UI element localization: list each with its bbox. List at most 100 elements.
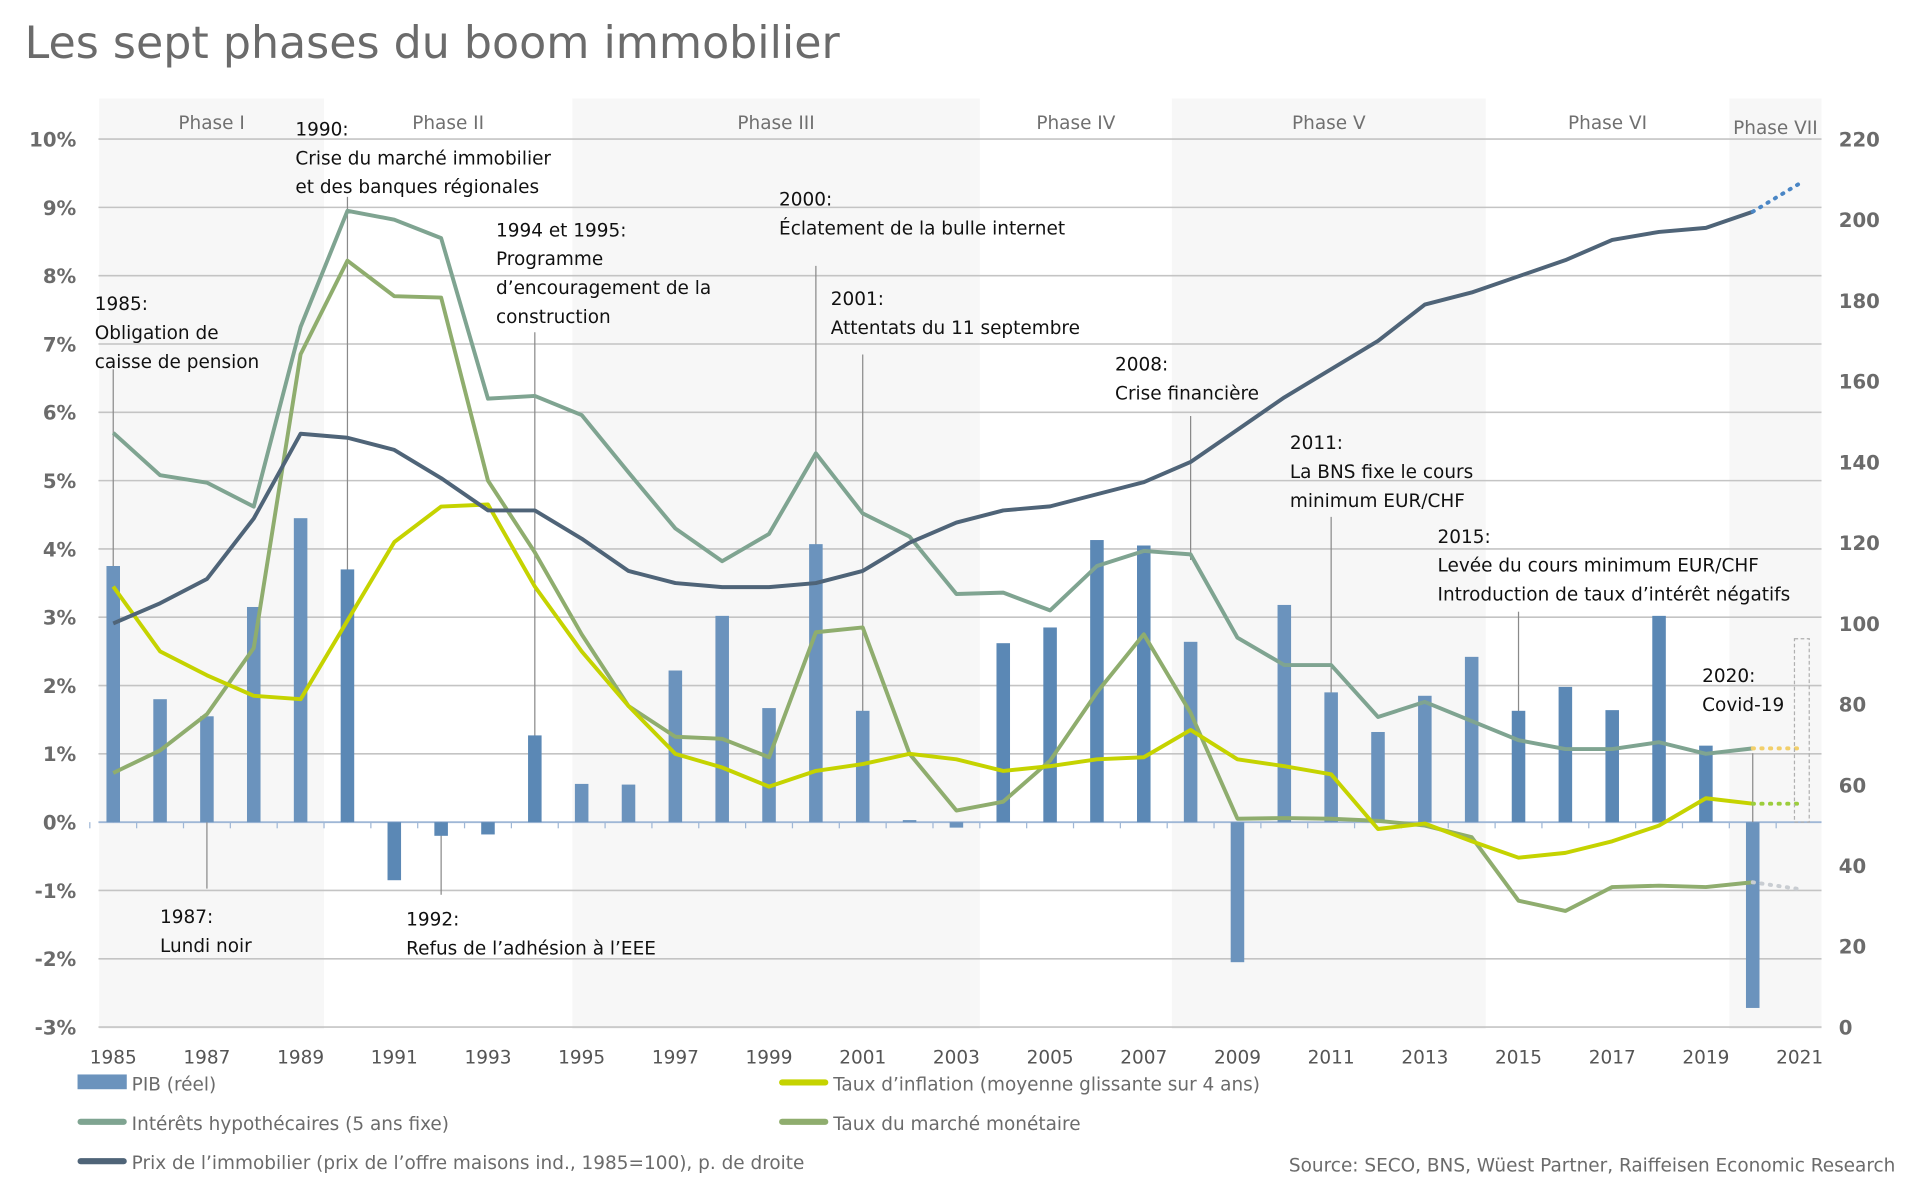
annotation-text: d’encouragement de la xyxy=(496,278,711,299)
legend-swatch xyxy=(77,1118,127,1125)
annotation-text: Éclatement de la bulle internet xyxy=(779,217,1065,239)
annotation-text: caisse de pension xyxy=(95,352,259,373)
annotation-year: 1994 et 1995: xyxy=(496,220,626,241)
x-tick-label: 1987 xyxy=(183,1047,230,1068)
bar-gdp-2015 xyxy=(1511,710,1526,823)
y-right-tick: 40 xyxy=(1839,855,1866,878)
x-tick-label: 2003 xyxy=(933,1047,980,1068)
x-tick-label: 1989 xyxy=(277,1047,324,1068)
annotation-text: Crise du marché immobilier xyxy=(295,148,551,169)
bar-gdp-2017 xyxy=(1605,710,1619,823)
legend-item: Taux du marché monétaire xyxy=(779,1114,1081,1135)
y-right-tick: 60 xyxy=(1839,774,1866,797)
bar-gdp-1992 xyxy=(434,822,448,836)
x-tick-label: 2011 xyxy=(1308,1047,1355,1068)
annotation-text: et des banques régionales xyxy=(295,177,539,198)
legend-item: Prix de l’immobilier (prix de l’offre ma… xyxy=(77,1153,805,1174)
y-right-tick: 160 xyxy=(1839,371,1880,394)
phase-label: Phase VII xyxy=(1733,118,1817,139)
phase-label: Phase I xyxy=(178,113,244,134)
annotation-year: 1987: xyxy=(160,907,213,928)
bar-gdp-2020 xyxy=(1745,822,1760,1008)
x-tick-label: 1993 xyxy=(464,1047,511,1068)
annotation-text: Lundi noir xyxy=(160,936,252,957)
phase-label: Phase VI xyxy=(1568,113,1647,134)
forecast-house-price xyxy=(1750,181,1802,214)
legend-label: Taux du marché monétaire xyxy=(832,1114,1080,1135)
bar-gdp-2000 xyxy=(809,544,823,823)
annotation-year: 1985: xyxy=(95,294,148,315)
annotation-2011: 2011: La BNS fixe le cours minimum EUR/CHF xyxy=(1290,433,1473,512)
annotation-1990: 1990: Crise du marché immobilier et des ba… xyxy=(295,119,551,198)
annotation-text: Refus de l’adhésion à l’EEE xyxy=(406,938,656,959)
annotation-2008: 2008: Crise financière xyxy=(1115,354,1259,404)
y-left-tick: 4% xyxy=(43,538,77,561)
bar-gdp-1994 xyxy=(528,735,542,823)
phase-label: Phase IV xyxy=(1036,113,1115,134)
y-left-tick: -2% xyxy=(35,948,77,971)
gridlines xyxy=(89,138,1822,1028)
phase-label: Phase III xyxy=(737,113,814,134)
x-tick-label: 2017 xyxy=(1589,1047,1636,1068)
phase-label: Phase II xyxy=(412,113,484,134)
bar-gdp-2009 xyxy=(1230,822,1245,963)
bar-gdp-2016 xyxy=(1558,686,1573,823)
y-left-tick: 3% xyxy=(43,607,77,630)
bar-gdp-2004 xyxy=(996,643,1011,823)
x-tick-label: 1997 xyxy=(652,1047,699,1068)
bar-gdp-2012 xyxy=(1371,731,1385,823)
legend-item: Taux d’inflation (moyenne glissante sur … xyxy=(779,1074,1260,1095)
phase-band xyxy=(99,98,325,1029)
chart-title: Les sept phases du boom immobilier xyxy=(25,18,841,69)
bar-gdp-1997 xyxy=(668,670,683,823)
legend-label: Prix de l’immobilier (prix de l’offre ma… xyxy=(132,1153,805,1174)
legend-label: Intérêts hypothécaires (5 ans fixe) xyxy=(132,1114,449,1135)
legend-item: Intérêts hypothécaires (5 ans fixe) xyxy=(77,1114,449,1135)
y-right-tick: 180 xyxy=(1839,290,1880,313)
forecast-bar-outline xyxy=(1793,638,1810,823)
y-left-tick: 9% xyxy=(43,197,77,220)
bar-gdp-2006 xyxy=(1090,540,1104,823)
annotation-1992: 1992: Refus de l’adhésion à l’EEE xyxy=(406,910,656,960)
x-tick-label: 1991 xyxy=(371,1047,418,1068)
bar-gdp-2019 xyxy=(1699,745,1713,823)
y-left-tick: 1% xyxy=(43,743,77,766)
y-right-tick: 140 xyxy=(1839,451,1880,474)
y-left-tick: 8% xyxy=(43,265,77,288)
y-left-tick: 5% xyxy=(43,470,77,493)
gdp-bars xyxy=(106,518,1760,1008)
bar-gdp-2018 xyxy=(1652,615,1666,823)
annotation-2000: 2000: Éclatement de la bulle internet xyxy=(779,190,1065,240)
series-lines xyxy=(111,181,1810,913)
bar-gdp-2010 xyxy=(1277,604,1292,823)
annotation-text: La BNS fixe le cours xyxy=(1290,462,1473,483)
line-inflation xyxy=(111,502,1753,860)
phase-label: Phase V xyxy=(1292,113,1366,134)
bar-gdp-2005 xyxy=(1043,627,1057,823)
y-left-tick: 0% xyxy=(43,812,77,835)
bar-gdp-1985 xyxy=(106,566,120,823)
annotation-1985: 1985: Obligation de caisse de pension xyxy=(95,294,259,373)
annotation-text: construction xyxy=(496,307,611,328)
annotation-text: Attentats du 11 septembre xyxy=(831,318,1080,339)
x-tick-label: 2009 xyxy=(1214,1047,1261,1068)
bar-gdp-1991 xyxy=(387,822,402,881)
bar-gdp-2014 xyxy=(1464,656,1479,823)
annotation-2015: 2015: Levée du cours minimum EUR/CHF Intro… xyxy=(1438,527,1791,606)
line-money-market-rate xyxy=(112,258,1753,913)
x-tick-label: 2007 xyxy=(1120,1047,1167,1068)
y-right-tick: 80 xyxy=(1839,694,1866,717)
bar-gdp-1998 xyxy=(715,615,729,823)
legend-label: PIB (réel) xyxy=(132,1074,217,1095)
forecast-money-market-rate xyxy=(1750,880,1802,892)
legend-swatch xyxy=(77,1158,127,1165)
bar-gdp-1993 xyxy=(481,822,495,835)
y-left-tick: -3% xyxy=(35,1016,77,1039)
bar-gdp-2002 xyxy=(902,820,917,823)
source-note: Source: SECO, BNS, Wüest Partner, Raiffe… xyxy=(1289,1156,1895,1177)
y-right-tick: 100 xyxy=(1839,613,1880,636)
y-right-tick: 0 xyxy=(1839,1016,1853,1039)
annotation-year: 1992: xyxy=(406,910,459,931)
bar-gdp-2001 xyxy=(855,710,870,823)
x-tick-label: 2005 xyxy=(1027,1047,1074,1068)
